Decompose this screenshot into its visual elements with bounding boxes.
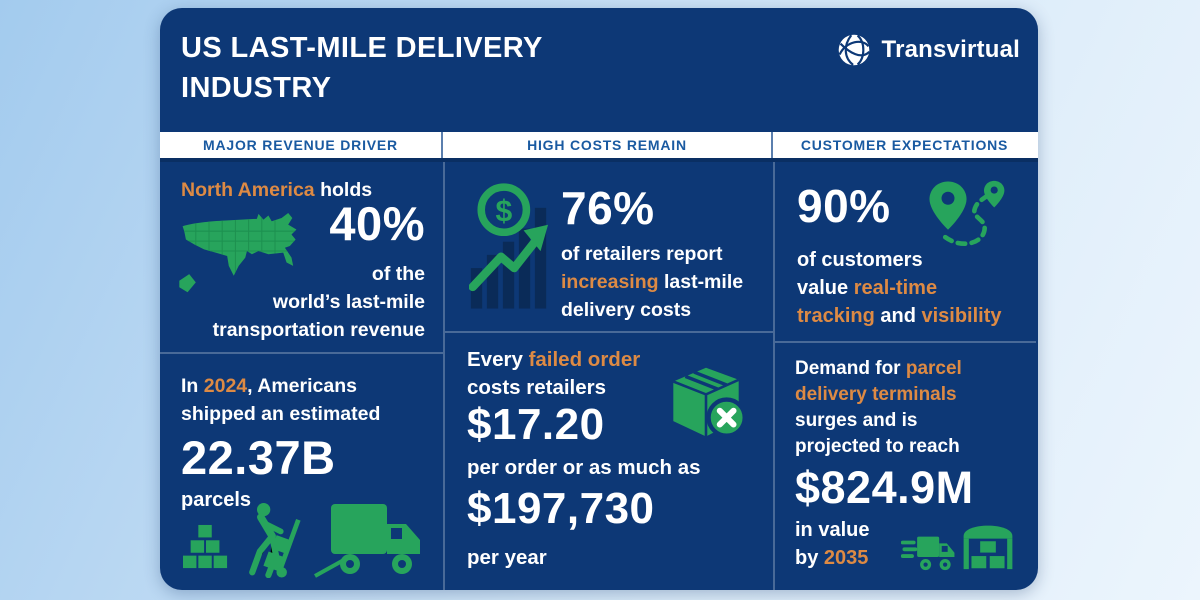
terminals-demand-line-2: delivery terminals bbox=[795, 384, 957, 405]
terminals-demand-line-3: surges and is bbox=[795, 410, 918, 431]
infographic-card: US LAST-MILE DELIVERY INDUSTRY Transvirt… bbox=[160, 8, 1038, 590]
tracking-caption-line-2: value real-time bbox=[797, 277, 938, 299]
na-revenue-heading: North America holds bbox=[181, 179, 373, 201]
brand-name: Transvirtual bbox=[881, 36, 1020, 63]
revenue-caption-line-3: transportation revenue bbox=[212, 319, 425, 341]
tracking-stat: 90% bbox=[797, 180, 891, 232]
column-high-costs-remain: $ 76% of retailers report increasing las… bbox=[443, 162, 773, 590]
delivery-truck-icon bbox=[312, 498, 424, 578]
column-major-revenue-driver: North America holds bbox=[160, 162, 443, 590]
route-pins-icon bbox=[923, 174, 1011, 266]
tracking-caption-line-1: of customers bbox=[797, 249, 923, 271]
retailers-caption-line-2: increasing last-mile bbox=[561, 271, 744, 293]
page-title: US LAST-MILE DELIVERY INDUSTRY bbox=[181, 28, 543, 108]
brand-logo: Transvirtual bbox=[836, 32, 1020, 68]
terminals-demand-line-4: projected to reach bbox=[795, 436, 960, 457]
terminals-caption-line-2: by 2035 bbox=[795, 547, 869, 569]
fast-truck-icon bbox=[901, 528, 957, 574]
parcel-boxes-icon bbox=[182, 524, 230, 570]
section-header-costs: HIGH COSTS REMAIN bbox=[443, 132, 773, 158]
parcels-caption: parcels bbox=[181, 489, 252, 511]
parcels-stat: 22.37B bbox=[181, 431, 336, 484]
failed-parcel-icon bbox=[663, 354, 749, 446]
section-header-revenue: MAJOR REVENUE DRIVER bbox=[160, 132, 443, 158]
per-year-caption: per year bbox=[467, 546, 547, 569]
content-columns: North America holds bbox=[160, 162, 1038, 590]
tracking-caption-line-3: tracking and visibility bbox=[797, 305, 1002, 327]
retailers-caption-line-3: delivery costs bbox=[561, 299, 692, 321]
failed-order-cost-stat: $17.20 bbox=[467, 400, 605, 449]
terminals-caption-line-1: in value bbox=[795, 519, 870, 541]
per-order-caption: per order or as much as bbox=[467, 456, 701, 479]
globe-network-icon bbox=[836, 32, 872, 68]
page-title-line2: INDUSTRY bbox=[181, 72, 332, 104]
revenue-share-stat: 40% bbox=[329, 197, 425, 250]
terminals-value-stat: $824.9M bbox=[795, 462, 974, 513]
revenue-caption-line-2: world’s last-mile bbox=[272, 291, 425, 313]
page-title-line1: US LAST-MILE DELIVERY bbox=[181, 32, 543, 64]
parcels-2024-line-1: In 2024, Americans bbox=[181, 375, 357, 397]
col2-divider bbox=[445, 331, 773, 333]
column-customer-expectations: 90% of customers value real-time trackin… bbox=[773, 162, 1036, 590]
parcels-2024-line-2: shipped an estimated bbox=[181, 403, 381, 425]
us-map-icon bbox=[176, 208, 308, 294]
section-header-expectations: CUSTOMER EXPECTATIONS bbox=[800, 137, 1009, 153]
retailers-stat: 76% bbox=[561, 182, 655, 234]
failed-order-line-1: Every failed order bbox=[467, 348, 641, 371]
failed-order-line-2: costs retailers bbox=[467, 376, 607, 399]
parcel-terminal-icon bbox=[961, 512, 1015, 574]
annual-cost-stat: $197,730 bbox=[467, 484, 655, 533]
cost-growth-icon: $ bbox=[469, 180, 549, 310]
revenue-share-block: 40% of the world’s last-mile transportat… bbox=[168, 198, 425, 344]
delivery-worker-icon bbox=[246, 502, 306, 578]
revenue-caption-line-1: of the bbox=[371, 263, 425, 285]
retailers-caption-line-1: of retailers report bbox=[561, 243, 723, 265]
col3-divider bbox=[775, 341, 1036, 343]
section-header-bar: MAJOR REVENUE DRIVER HIGH COSTS REMAIN C… bbox=[160, 132, 1038, 162]
dollar-glyph: $ bbox=[495, 195, 512, 228]
terminals-demand-line-1: Demand for parcel bbox=[795, 358, 962, 379]
col1-divider bbox=[160, 352, 443, 354]
